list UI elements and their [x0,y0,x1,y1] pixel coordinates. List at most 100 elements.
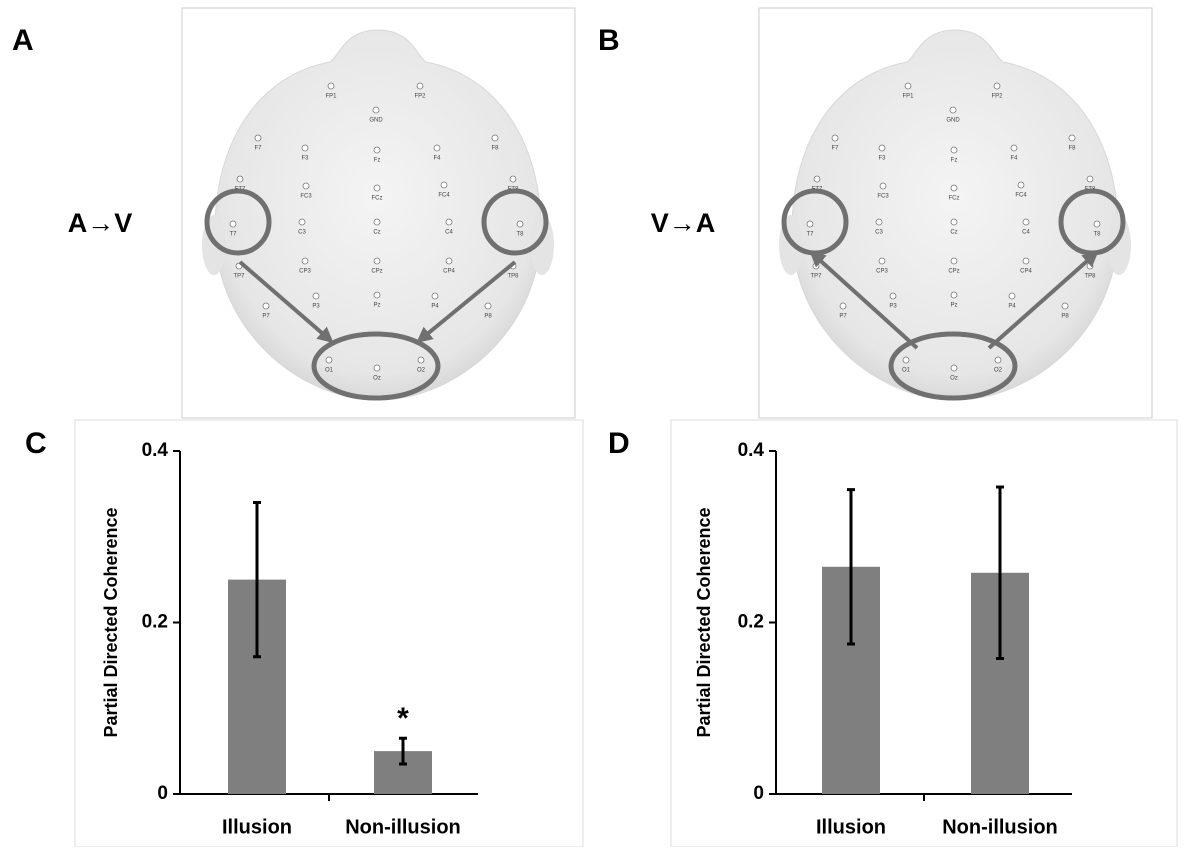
electrode [229,220,237,228]
electrode [878,257,886,265]
electrode-label: CP4 [1020,269,1032,275]
electrode-label: Pz [373,303,380,309]
electrode-label: CPz [948,269,959,275]
electrode [373,146,381,154]
electrode-label: FC3 [300,194,312,200]
electrode-label: P3 [312,304,320,310]
electrode-label: F4 [433,156,441,162]
y-tick-label: 0.2 [738,612,764,633]
electrode [491,134,499,142]
electrode [1022,257,1030,265]
electrode-label: TP7 [810,274,822,280]
electrode [445,218,453,226]
electrode-label: P7 [262,314,270,320]
direction-label: V→A [651,208,716,238]
electrode-label: TP8 [1084,274,1096,280]
y-tick-label: 0.4 [738,440,765,461]
electrode [417,356,425,364]
electrode-label: FCz [372,196,383,202]
electrode-label: C3 [298,230,306,236]
electrode [950,184,958,192]
electrode [373,184,381,192]
electrode-label: FC4 [438,193,450,199]
panel-label: D [608,427,630,460]
electrode-label: T8 [1093,232,1101,238]
electrode-label: FP1 [325,94,337,100]
panel-label: A [12,24,34,57]
electrode-label: P4 [1008,304,1016,310]
electrode-label: CP4 [443,269,455,275]
y-axis-label: Partial Directed Coherence [101,507,121,737]
electrode [254,134,262,142]
electrode [878,144,886,152]
electrode [993,82,1001,90]
electrode [327,82,335,90]
electrode [879,182,887,190]
error-bar [996,485,1004,661]
ear [530,215,554,275]
electrode [298,218,306,226]
electrode-label: F3 [301,156,309,162]
electrode-label: Oz [373,376,381,382]
arrow [809,250,919,350]
electrode [1022,218,1030,226]
electrode [839,302,847,310]
error-bar [253,500,261,659]
electrode-label: FP2 [991,94,1003,100]
electrode-label: F8 [1068,146,1076,152]
electrode [431,292,439,300]
electrode-label: O2 [417,368,426,374]
chart-frame [74,419,584,848]
electrode [806,220,814,228]
electrode-label: CPz [371,269,382,275]
electrode [904,82,912,90]
electrode-label: P3 [889,304,897,310]
electrode [875,218,883,226]
electrode [1061,302,1069,310]
panel-label: C [25,427,47,460]
error-bar [399,736,407,766]
electrode-label: C4 [1022,230,1030,236]
electrode-label: FC4 [1015,193,1027,199]
electrode-label: T7 [806,232,814,238]
electrode [949,106,957,114]
electrode-label: O1 [325,368,334,374]
electrode-label: TP8 [507,274,519,280]
electrode [302,182,310,190]
electrode-label: P7 [839,314,847,320]
electrode [301,144,309,152]
electrode [433,144,441,152]
electrode [372,106,380,114]
electrode [445,257,453,265]
arrow [238,260,334,344]
chart-frame [670,419,1178,848]
electrode-label: Pz [950,303,957,309]
y-axis-label: Partial Directed Coherence [694,507,714,737]
electrode-label: Fz [951,158,958,164]
annotation: * [397,702,409,735]
x-tick-label: Illusion [222,816,292,838]
arrow [416,260,517,344]
electrode-label: CP3 [299,269,311,275]
panel-label: B [598,24,620,57]
electrode [373,257,381,265]
electrode [1086,175,1094,183]
electrode-label: F7 [254,146,262,152]
electrode [1068,134,1076,142]
electrode [484,302,492,310]
electrode [902,356,910,364]
electrode-label: CP3 [876,269,888,275]
electrode-label: P4 [431,304,439,310]
electrode [1017,181,1025,189]
electrode [813,175,821,183]
electrode-label: C3 [875,230,883,236]
electrode-label: Cz [373,230,380,236]
electrode [994,356,1002,364]
electrode [516,220,524,228]
electrode-label: TP7 [233,274,245,280]
electrode-label: F4 [1010,156,1018,162]
electrode [509,175,517,183]
electrode-label: FP2 [414,94,426,100]
electrode-label: P8 [1061,314,1069,320]
x-tick-label: Non-illusion [345,816,461,838]
